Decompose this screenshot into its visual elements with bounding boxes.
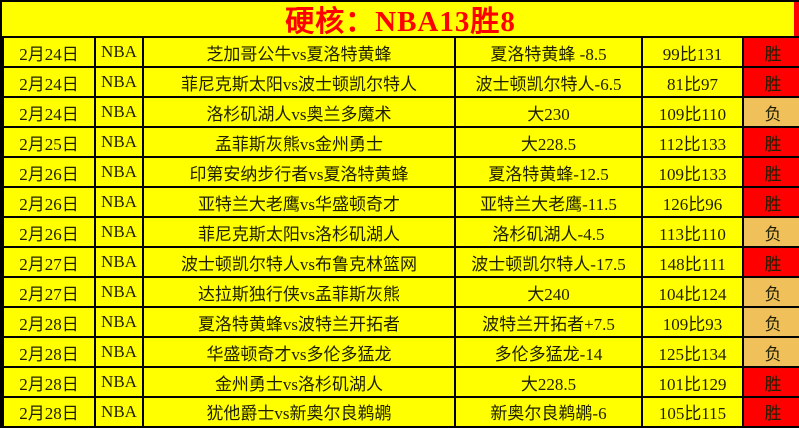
date-cell: 2月24日 xyxy=(2,66,96,98)
score-cell: 109比93 xyxy=(641,306,744,338)
league-cell: NBA xyxy=(94,126,144,158)
pick-cell: 大240 xyxy=(454,276,643,308)
matchup-cell: 孟菲斯灰熊vs金州勇士 xyxy=(142,126,456,158)
pick-cell: 新奥尔良鹈鹕-6 xyxy=(454,396,643,428)
matchup-cell: 亚特兰大老鹰vs华盛顿奇才 xyxy=(142,186,456,218)
matchup-cell: 芝加哥公牛vs夏洛特黄蜂 xyxy=(142,36,456,68)
result-cell: 负 xyxy=(742,96,799,128)
title-edge-strip xyxy=(794,2,799,36)
result-cell: 负 xyxy=(742,276,799,308)
table-row: 2月24日 NBA 菲尼克斯太阳vs波士顿凯尔特人 波士顿凯尔特人-6.5 81比97 胜 xyxy=(2,66,799,98)
table-row: 2月26日 NBA 印第安纳步行者vs夏洛特黄蜂 夏洛特黄蜂-12.5 109比133 胜 xyxy=(2,156,799,188)
matchup-cell: 犹他爵士vs新奥尔良鹈鹕 xyxy=(142,396,456,428)
league-cell: NBA xyxy=(94,36,144,68)
table-row: 2月25日 NBA 孟菲斯灰熊vs金州勇士 大228.5 112比133 胜 xyxy=(2,126,799,158)
table-row: 2月28日 NBA 金州勇士vs洛杉矶湖人 大228.5 101比129 胜 xyxy=(2,366,799,398)
date-cell: 2月26日 xyxy=(2,186,96,218)
league-cell: NBA xyxy=(94,276,144,308)
score-cell: 99比131 xyxy=(641,36,744,68)
table-row: 2月26日 NBA 亚特兰大老鹰vs华盛顿奇才 亚特兰大老鹰-11.5 126比96 胜 xyxy=(2,186,799,218)
pick-cell: 亚特兰大老鹰-11.5 xyxy=(454,186,643,218)
pick-cell: 多伦多猛龙-14 xyxy=(454,336,643,368)
pick-cell: 大228.5 xyxy=(454,366,643,398)
results-table-body: 2月24日 NBA 芝加哥公牛vs夏洛特黄蜂 夏洛特黄蜂 -8.5 99比131 胜 2月2… xyxy=(2,36,799,428)
pick-cell: 夏洛特黄蜂 -8.5 xyxy=(454,36,643,68)
date-cell: 2月26日 xyxy=(2,156,96,188)
pick-cell: 波特兰开拓者+7.5 xyxy=(454,306,643,338)
date-cell: 2月27日 xyxy=(2,276,96,308)
matchup-cell: 华盛顿奇才vs多伦多猛龙 xyxy=(142,336,456,368)
pick-cell: 大230 xyxy=(454,96,643,128)
pick-cell: 波士顿凯尔特人-6.5 xyxy=(454,66,643,98)
pick-cell: 洛杉矶湖人-4.5 xyxy=(454,216,643,248)
results-table: 2月24日 NBA 芝加哥公牛vs夏洛特黄蜂 夏洛特黄蜂 -8.5 99比131 胜 2月2… xyxy=(2,36,799,428)
table-row: 2月24日 NBA 芝加哥公牛vs夏洛特黄蜂 夏洛特黄蜂 -8.5 99比131 胜 xyxy=(2,36,799,68)
matchup-cell: 达拉斯独行侠vs孟菲斯灰熊 xyxy=(142,276,456,308)
score-cell: 105比115 xyxy=(641,396,744,428)
league-cell: NBA xyxy=(94,396,144,428)
score-cell: 101比129 xyxy=(641,366,744,398)
score-cell: 104比124 xyxy=(641,276,744,308)
table-row: 2月26日 NBA 菲尼克斯太阳vs洛杉矶湖人 洛杉矶湖人-4.5 113比110 负 xyxy=(2,216,799,248)
score-cell: 126比96 xyxy=(641,186,744,218)
date-cell: 2月28日 xyxy=(2,306,96,338)
score-cell: 109比133 xyxy=(641,156,744,188)
table-row: 2月28日 NBA 夏洛特黄蜂vs波特兰开拓者 波特兰开拓者+7.5 109比93 负 xyxy=(2,306,799,338)
matchup-cell: 夏洛特黄蜂vs波特兰开拓者 xyxy=(142,306,456,338)
score-cell: 113比110 xyxy=(641,216,744,248)
league-cell: NBA xyxy=(94,366,144,398)
result-cell: 负 xyxy=(742,306,799,338)
score-cell: 148比111 xyxy=(641,246,744,278)
date-cell: 2月27日 xyxy=(2,246,96,278)
score-cell: 112比133 xyxy=(641,126,744,158)
matchup-cell: 洛杉矶湖人vs奥兰多魔术 xyxy=(142,96,456,128)
result-cell: 胜 xyxy=(742,366,799,398)
date-cell: 2月24日 xyxy=(2,96,96,128)
result-cell: 胜 xyxy=(742,36,799,68)
matchup-cell: 金州勇士vs洛杉矶湖人 xyxy=(142,366,456,398)
league-cell: NBA xyxy=(94,336,144,368)
result-cell: 负 xyxy=(742,336,799,368)
result-cell: 胜 xyxy=(742,246,799,278)
table-row: 2月27日 NBA 达拉斯独行侠vs孟菲斯灰熊 大240 104比124 负 xyxy=(2,276,799,308)
result-cell: 胜 xyxy=(742,396,799,428)
result-cell: 胜 xyxy=(742,126,799,158)
result-cell: 胜 xyxy=(742,186,799,218)
table-row: 2月27日 NBA 波士顿凯尔特人vs布鲁克林篮网 波士顿凯尔特人-17.5 148比1… xyxy=(2,246,799,278)
table-row: 2月24日 NBA 洛杉矶湖人vs奥兰多魔术 大230 109比110 负 xyxy=(2,96,799,128)
result-cell: 负 xyxy=(742,216,799,248)
league-cell: NBA xyxy=(94,156,144,188)
table-row: 2月28日 NBA 犹他爵士vs新奥尔良鹈鹕 新奥尔良鹈鹕-6 105比115 胜 xyxy=(2,396,799,428)
matchup-cell: 菲尼克斯太阳vs洛杉矶湖人 xyxy=(142,216,456,248)
date-cell: 2月24日 xyxy=(2,36,96,68)
matchup-cell: 印第安纳步行者vs夏洛特黄蜂 xyxy=(142,156,456,188)
page-title: 硬核：NBA13胜8 xyxy=(285,6,516,38)
league-cell: NBA xyxy=(94,186,144,218)
league-cell: NBA xyxy=(94,246,144,278)
date-cell: 2月26日 xyxy=(2,216,96,248)
table-row: 2月28日 NBA 华盛顿奇才vs多伦多猛龙 多伦多猛龙-14 125比134 负 xyxy=(2,336,799,368)
result-cell: 胜 xyxy=(742,156,799,188)
league-cell: NBA xyxy=(94,216,144,248)
matchup-cell: 菲尼克斯太阳vs波士顿凯尔特人 xyxy=(142,66,456,98)
pick-cell: 大228.5 xyxy=(454,126,643,158)
matchup-cell: 波士顿凯尔特人vs布鲁克林篮网 xyxy=(142,246,456,278)
result-cell: 胜 xyxy=(742,66,799,98)
date-cell: 2月28日 xyxy=(2,396,96,428)
score-cell: 81比97 xyxy=(641,66,744,98)
league-cell: NBA xyxy=(94,66,144,98)
league-cell: NBA xyxy=(94,306,144,338)
pick-cell: 波士顿凯尔特人-17.5 xyxy=(454,246,643,278)
date-cell: 2月28日 xyxy=(2,366,96,398)
league-cell: NBA xyxy=(94,96,144,128)
date-cell: 2月25日 xyxy=(2,126,96,158)
pick-cell: 夏洛特黄蜂-12.5 xyxy=(454,156,643,188)
score-cell: 109比110 xyxy=(641,96,744,128)
score-cell: 125比134 xyxy=(641,336,744,368)
date-cell: 2月28日 xyxy=(2,336,96,368)
